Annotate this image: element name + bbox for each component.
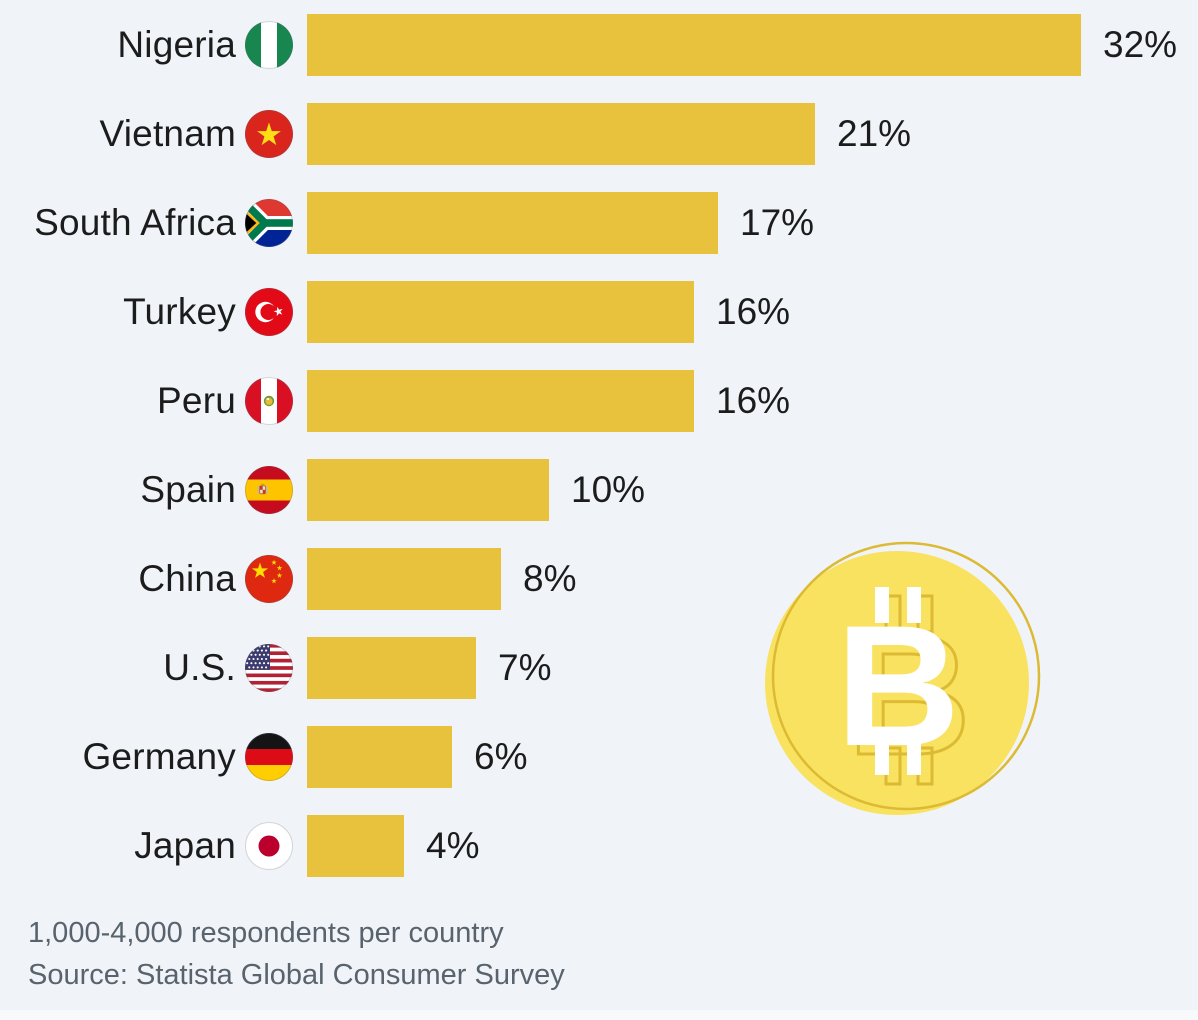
bottom-strip — [0, 1010, 1198, 1020]
country-label: Turkey — [123, 290, 236, 332]
country-label: Vietnam — [99, 112, 236, 154]
bar — [307, 13, 1081, 76]
value-label: 16% — [716, 290, 791, 332]
chart-row: Spain 10% — [0, 445, 1198, 534]
flag-germany-icon — [245, 732, 293, 781]
value-label: 17% — [740, 201, 815, 243]
bar — [307, 725, 452, 788]
country-label: Peru — [157, 379, 236, 421]
bitcoin-coin-icon: B — [757, 535, 1057, 835]
bar — [307, 369, 694, 432]
bar — [307, 191, 718, 254]
flag-turkey-icon — [245, 287, 293, 336]
respondents-note: 1,000-4,000 respondents per country — [28, 917, 504, 949]
value-label: 21% — [837, 112, 912, 154]
value-label: 7% — [498, 646, 552, 688]
flag-japan-icon — [245, 821, 293, 870]
flag-china-icon — [245, 554, 293, 603]
flag-peru-icon — [245, 376, 293, 425]
value-label: 4% — [426, 824, 480, 866]
flag-vietnam-icon — [245, 109, 293, 158]
value-label: 10% — [571, 468, 646, 510]
flag-us-icon — [245, 643, 293, 692]
value-label: 6% — [474, 735, 528, 777]
value-label: 8% — [523, 557, 577, 599]
chart-row: Turkey 16% — [0, 267, 1198, 356]
chart-row: Japan 4% — [0, 801, 1198, 890]
country-label: Spain — [140, 468, 236, 510]
chart-row: Nigeria 32% — [0, 0, 1198, 89]
country-label: U.S. — [163, 646, 236, 688]
bar — [307, 547, 501, 610]
chart-row: Vietnam 21% — [0, 89, 1198, 178]
country-label: Germany — [82, 735, 236, 777]
chart-row: U.S. 7% — [0, 623, 1198, 712]
bar — [307, 102, 815, 165]
flag-spain-icon — [245, 465, 293, 514]
chart-footnote: 1,000-4,000 respondents per country Sour… — [28, 912, 565, 996]
source-note: Source: Statista Global Consumer Survey — [28, 959, 565, 991]
value-label: 16% — [716, 379, 791, 421]
country-label: South Africa — [34, 201, 236, 243]
country-label: China — [138, 557, 236, 599]
bar — [307, 814, 404, 877]
flag-south-africa-icon — [245, 198, 293, 247]
bar-chart: Nigeria 32% Vietnam 21% South Africa 17%… — [0, 0, 1198, 890]
value-label: 32% — [1103, 23, 1178, 65]
bar — [307, 458, 549, 521]
chart-row: Germany 6% — [0, 712, 1198, 801]
country-label: Nigeria — [117, 23, 236, 65]
chart-row: Peru 16% — [0, 356, 1198, 445]
chart-row: South Africa 17% — [0, 178, 1198, 267]
chart-row: China 8% — [0, 534, 1198, 623]
country-label: Japan — [134, 824, 236, 866]
bar — [307, 280, 694, 343]
bar — [307, 636, 476, 699]
flag-nigeria-icon — [245, 20, 293, 69]
